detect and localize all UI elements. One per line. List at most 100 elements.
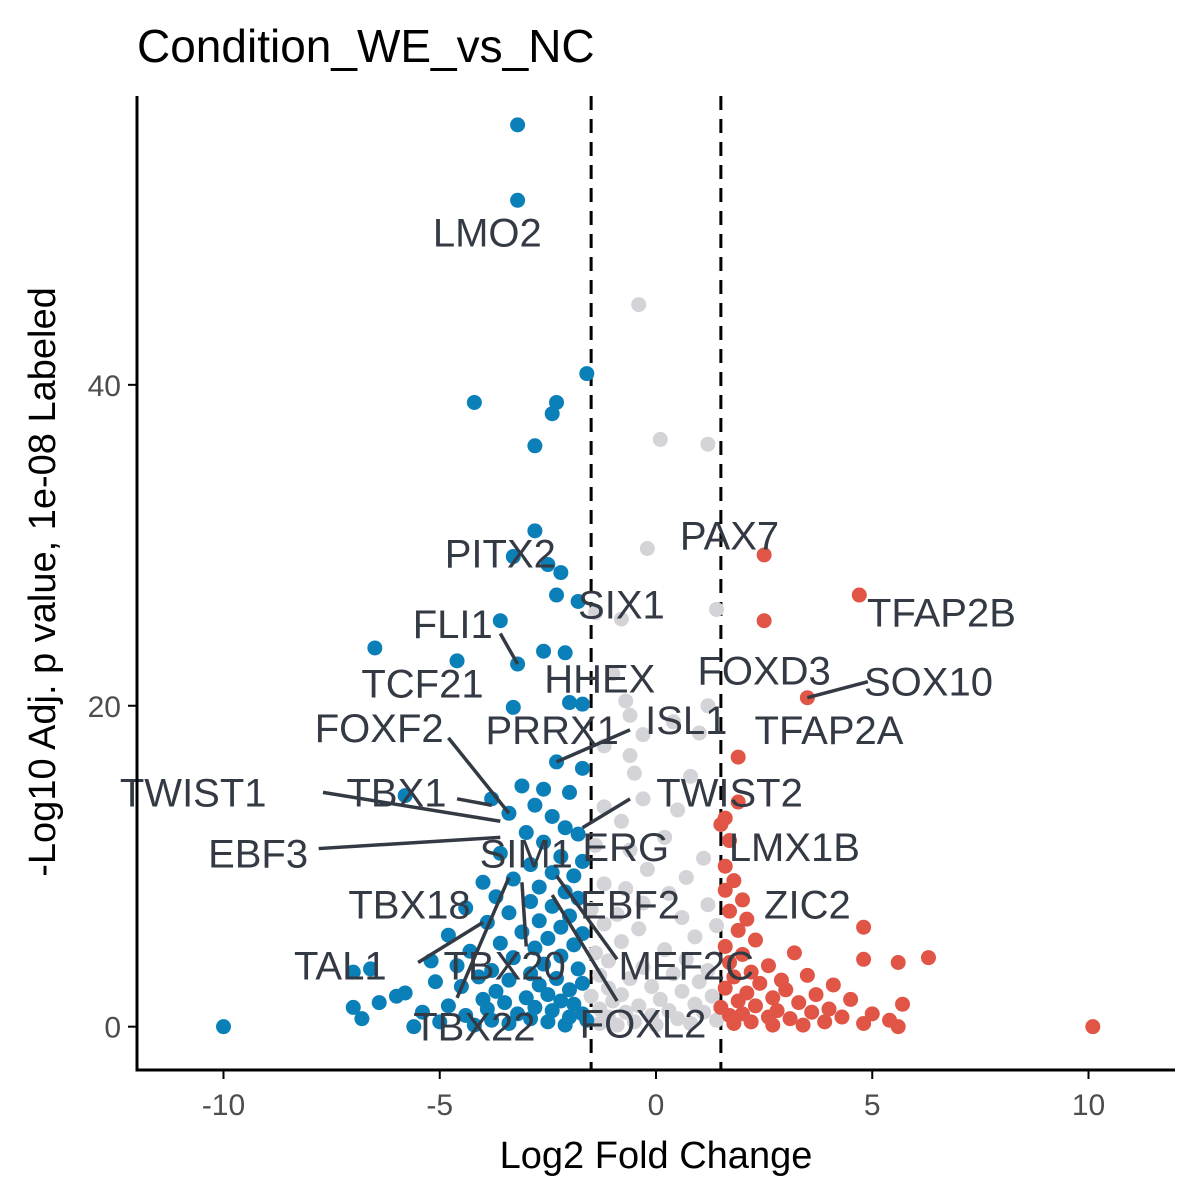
- data-point-ns: [613, 611, 629, 627]
- data-point-up: [726, 969, 742, 985]
- data-point-ns: [696, 850, 712, 866]
- data-point-down: [536, 834, 552, 850]
- gene-label: TCF21: [361, 662, 483, 706]
- data-point-down: [544, 406, 560, 422]
- data-point-ns: [609, 1017, 625, 1033]
- data-point-down: [540, 557, 556, 573]
- data-point-down: [570, 826, 586, 842]
- gene-label: HHEX: [544, 657, 655, 701]
- data-point-ns: [613, 813, 629, 829]
- gene-label: LMX1B: [729, 826, 860, 870]
- data-point-up: [730, 922, 746, 938]
- data-point-up: [804, 1004, 820, 1020]
- data-point-ns: [587, 837, 603, 853]
- data-point-down: [553, 849, 569, 865]
- data-point-ns: [626, 1014, 642, 1030]
- data-point-down: [432, 1014, 448, 1030]
- gene-label: TBX20: [443, 945, 565, 989]
- data-point-up: [735, 946, 750, 962]
- data-point-down: [510, 117, 526, 133]
- data-point-ns: [683, 1015, 699, 1031]
- data-point-up: [726, 873, 742, 889]
- gene-label: PAX7: [680, 515, 779, 559]
- gene-label: PRRX1: [486, 709, 619, 753]
- data-point-down: [406, 1019, 422, 1035]
- leader-line: [555, 728, 631, 764]
- gene-label: EBF3: [208, 832, 308, 876]
- data-point-down: [553, 993, 569, 1009]
- data-point-ns: [678, 951, 694, 967]
- data-point-up: [747, 998, 763, 1014]
- data-point-down: [440, 998, 456, 1014]
- data-point-ns: [665, 714, 681, 730]
- data-point-down: [367, 640, 383, 656]
- data-point-up: [786, 945, 802, 961]
- data-point-down: [510, 1006, 526, 1022]
- data-point-ns: [622, 971, 638, 987]
- data-point-down: [466, 1017, 482, 1033]
- leader-line: [322, 790, 501, 824]
- data-point-up: [760, 958, 776, 974]
- gene-label: PITX2: [445, 532, 556, 576]
- data-point-ns: [635, 959, 651, 975]
- x-tick-label: 5: [864, 1089, 881, 1122]
- data-point-down: [414, 1004, 430, 1020]
- leader-line: [456, 797, 492, 807]
- data-point-down: [492, 845, 508, 861]
- data-point-ns: [639, 861, 655, 877]
- gene-label: FLI1: [413, 603, 493, 647]
- data-point-ns: [687, 929, 703, 945]
- leader-line: [581, 797, 631, 830]
- data-point-down: [371, 995, 387, 1011]
- data-point-up: [791, 995, 807, 1011]
- data-point-up: [843, 991, 859, 1007]
- data-point-down: [536, 643, 552, 659]
- data-point-down: [458, 900, 474, 916]
- data-point-up: [722, 954, 738, 970]
- data-point-up: [717, 882, 733, 898]
- data-point-down: [492, 613, 508, 629]
- data-point-down: [531, 913, 547, 929]
- data-point-down: [527, 438, 543, 454]
- data-point-down: [354, 1011, 370, 1027]
- data-point-up: [765, 990, 781, 1006]
- data-point-ns: [709, 1012, 725, 1028]
- data-point-ns: [652, 431, 668, 447]
- x-tick-label: 10: [1072, 1089, 1105, 1122]
- data-point-down: [562, 982, 577, 998]
- data-point-down: [518, 990, 534, 1006]
- data-point-ns: [600, 953, 616, 969]
- data-point-down: [566, 868, 582, 884]
- data-point-down: [553, 565, 569, 581]
- data-point-ns: [665, 966, 681, 982]
- data-point-down: [536, 956, 552, 972]
- data-point-down: [574, 853, 590, 869]
- data-point-down: [549, 587, 565, 603]
- gene-label: FOXL2: [580, 1002, 707, 1046]
- data-point-down: [514, 778, 530, 794]
- data-point-up: [713, 816, 729, 832]
- data-point-up: [782, 1011, 798, 1027]
- data-point-down: [345, 999, 361, 1015]
- data-point-down: [566, 937, 582, 953]
- data-point-ns: [657, 829, 673, 845]
- data-point-down: [488, 983, 504, 999]
- data-point-up: [722, 833, 738, 849]
- data-point-ns: [596, 876, 612, 892]
- data-point-down: [471, 969, 487, 985]
- data-point-down: [449, 958, 465, 974]
- data-point-down: [523, 966, 539, 982]
- data-point-ns: [639, 541, 655, 557]
- data-point-up: [808, 987, 824, 1003]
- leader-line: [806, 679, 869, 700]
- leader-line: [318, 835, 501, 851]
- data-point-ns: [661, 885, 677, 901]
- gene-label: ISL1: [645, 699, 727, 743]
- data-point-up: [821, 1001, 837, 1017]
- data-point-ns: [648, 1017, 664, 1033]
- data-point-ns: [583, 988, 599, 1004]
- data-point-up: [890, 1019, 906, 1035]
- data-point-down: [540, 1014, 556, 1030]
- gene-label: SIM1: [480, 832, 573, 876]
